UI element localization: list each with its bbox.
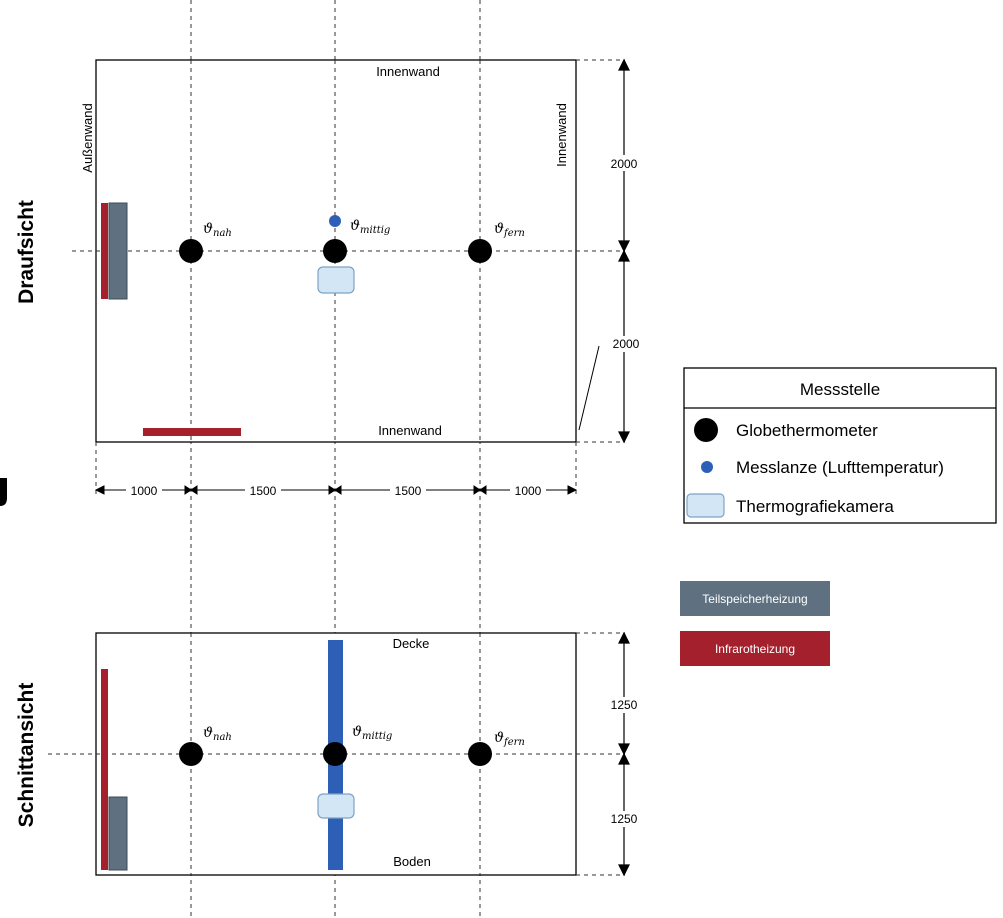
top-width-2: 1500 — [250, 484, 277, 498]
top-wall-inner-right: Innenwand — [554, 103, 569, 167]
top-wall-inner-bottom: Innenwand — [378, 423, 442, 438]
top-depth-dimension — [618, 58, 630, 444]
legend-item-camera: Thermografiekamera — [736, 497, 894, 516]
legend-camera-icon — [686, 493, 725, 518]
top-globe-far — [468, 239, 492, 263]
top-wall-outer: Außenwand — [80, 103, 95, 172]
section-label-far: ϑfern — [494, 730, 525, 748]
legend-lance-icon — [701, 461, 713, 473]
top-thermo-camera — [317, 266, 355, 294]
infrared-heater-tag-label: Infrarotheizung — [715, 642, 795, 656]
legend-globe-icon — [694, 418, 718, 442]
top-depth-1: 2000 — [611, 157, 638, 171]
infrared-heater-tag — [680, 631, 830, 666]
section-wall-ceiling: Decke — [393, 636, 430, 651]
top-width-3: 1500 — [395, 484, 422, 498]
top-depth-2: 2000 — [613, 337, 640, 351]
storage-heater-tag-label: Teilspeicherheizung — [702, 592, 807, 606]
legend: Messstelle Globethermometer Messlanze (L… — [683, 367, 997, 524]
section-height-2: 1250 — [611, 812, 638, 826]
legend-item-lance: Messlanze (Lufttemperatur) — [736, 458, 944, 477]
section-label-near: ϑnah — [203, 725, 232, 743]
section-globe-mid — [323, 742, 347, 766]
legend-title: Messstelle — [800, 380, 880, 399]
top-globe-mid — [323, 239, 347, 263]
legend-box — [683, 367, 997, 524]
top-wall-inner-top: Innenwand — [376, 64, 440, 79]
section-storage-heater — [108, 796, 128, 871]
top-view-title: Draufsicht — [15, 200, 38, 304]
storage-heater-tag — [680, 581, 830, 616]
cropped-glyph — [0, 478, 7, 506]
top-width-dimension — [94, 485, 578, 495]
section-height-1: 1250 — [611, 698, 638, 712]
section-globe-near — [179, 742, 203, 766]
section-view: ϑnah ϑmittig ϑfern Decke Boden Schnittan… — [15, 631, 642, 877]
top-globe-near — [179, 239, 203, 263]
top-air-lance — [329, 215, 341, 227]
top-infrared-heater-wall — [101, 203, 108, 299]
top-label-far: ϑfern — [494, 221, 525, 239]
top-depth-leader — [578, 345, 600, 431]
section-globe-far — [468, 742, 492, 766]
section-label-mid: ϑmittig — [352, 724, 392, 742]
top-infrared-heater-ceiling — [143, 428, 241, 436]
top-label-mid: ϑmittig — [350, 218, 390, 236]
section-height-dimension — [618, 631, 630, 877]
top-width-1: 1000 — [131, 484, 158, 498]
heater-tags: Teilspeicherheizung Infrarotheizung — [680, 581, 830, 666]
top-storage-heater — [108, 202, 128, 300]
top-label-near: ϑnah — [203, 221, 232, 239]
section-thermo-camera — [317, 793, 355, 819]
legend-item-globe: Globethermometer — [736, 421, 878, 440]
top-width-4: 1000 — [515, 484, 542, 498]
top-view: ϑnah ϑmittig ϑfern Innenwand Innenwand A… — [15, 58, 644, 498]
section-view-title: Schnittansicht — [15, 683, 38, 828]
section-infrared-heater — [101, 669, 108, 870]
section-wall-floor: Boden — [393, 854, 431, 869]
